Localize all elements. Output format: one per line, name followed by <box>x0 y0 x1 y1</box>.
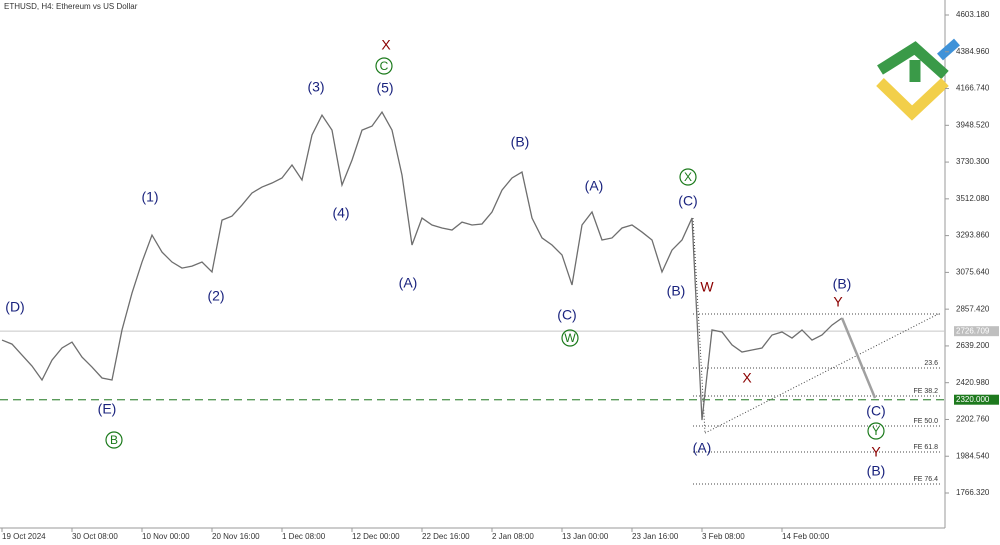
wave-label: Y <box>871 444 881 460</box>
wave-label: W <box>700 279 714 295</box>
wave-label: (D) <box>5 299 24 315</box>
x-tick-label: 19 Oct 2024 <box>2 532 46 541</box>
x-tick-label: 14 Feb 00:00 <box>782 532 830 541</box>
y-tick-label: 3730.300 <box>956 157 990 166</box>
y-tick-label: 4384.960 <box>956 47 990 56</box>
y-tick-label: 2857.420 <box>956 304 990 313</box>
wave-label: (5) <box>376 80 393 96</box>
x-tick-label: 30 Oct 08:00 <box>72 532 118 541</box>
fib-label: FE 38.2 <box>913 388 938 395</box>
x-tick-label: 3 Feb 08:00 <box>702 532 745 541</box>
wave-label: (2) <box>207 288 224 304</box>
annotation-circle <box>105 431 123 449</box>
level-box <box>954 394 999 405</box>
wave-label: (A) <box>585 178 604 194</box>
fib-label: FE 76.4 <box>913 476 938 483</box>
y-tick-label: 1984.540 <box>956 451 990 460</box>
x-tick-label: 23 Jan 16:00 <box>632 532 679 541</box>
y-tick-label: 3512.080 <box>956 194 990 203</box>
fib-label: FE 50.0 <box>913 418 938 425</box>
annotation-circle <box>867 422 885 440</box>
wave-label: C <box>380 59 389 73</box>
logo-blue <box>937 38 960 61</box>
level-label: 2320.000 <box>956 395 990 404</box>
wave-label: W <box>564 331 576 345</box>
wave-label: X <box>742 370 752 386</box>
wave-label: Y <box>872 424 880 438</box>
wave-label: (B) <box>867 463 886 479</box>
x-tick-label: 13 Jan 00:00 <box>562 532 609 541</box>
logo-yellow <box>876 77 949 121</box>
annotation-circle <box>679 168 697 186</box>
y-tick-label: 1766.320 <box>956 488 990 497</box>
wave-label: (B) <box>511 134 530 150</box>
wave-label: (A) <box>693 440 712 456</box>
wave-label: (3) <box>307 79 324 95</box>
wave-label: (E) <box>98 401 117 417</box>
y-tick-label: 2639.200 <box>956 341 990 350</box>
wave-label: (B) <box>833 276 852 292</box>
x-tick-label: 22 Dec 16:00 <box>422 532 470 541</box>
wave-label: (C) <box>557 307 576 323</box>
y-tick-label: 3948.520 <box>956 120 990 129</box>
wave-label: X <box>381 37 391 53</box>
x-tick-label: 1 Dec 08:00 <box>282 532 326 541</box>
wave-label: (4) <box>332 205 349 221</box>
x-tick-label: 12 Dec 00:00 <box>352 532 400 541</box>
wave-label: B <box>110 433 118 447</box>
y-tick-label: 4603.180 <box>956 10 990 19</box>
price-line <box>1 110 843 421</box>
logo-green <box>877 41 949 80</box>
annotation-circle <box>375 57 393 75</box>
fib-label: 23.6 <box>924 360 938 367</box>
wave-label: X <box>684 170 692 184</box>
logo <box>876 38 960 121</box>
wave-label: (B) <box>667 283 686 299</box>
x-tick-label: 2 Jan 08:00 <box>492 532 534 541</box>
x-tick-label: 10 Nov 00:00 <box>142 532 190 541</box>
chart-title: ETHUSD, H4: Ethereum vs US Dollar <box>4 2 138 11</box>
fib-label: FE 61.8 <box>913 444 938 451</box>
wave-label: Y <box>833 294 843 310</box>
wave-label: (A) <box>399 275 418 291</box>
projection-line <box>840 317 877 399</box>
current-price-box <box>954 326 999 337</box>
y-tick-label: 2420.980 <box>956 378 990 387</box>
annotation-circle <box>561 329 579 347</box>
y-tick-label: 2202.760 <box>956 415 990 424</box>
current-price-label: 2726.709 <box>956 326 990 335</box>
x-tick-label: 20 Nov 16:00 <box>212 532 260 541</box>
wave-label: (C) <box>866 403 885 419</box>
wave-label: (C) <box>678 193 697 209</box>
y-tick-label: 3293.860 <box>956 231 990 240</box>
trendline <box>704 312 941 434</box>
wave-label: (1) <box>141 189 158 205</box>
y-tick-label: 3075.640 <box>956 267 990 276</box>
y-tick-label: 4166.740 <box>956 84 990 93</box>
